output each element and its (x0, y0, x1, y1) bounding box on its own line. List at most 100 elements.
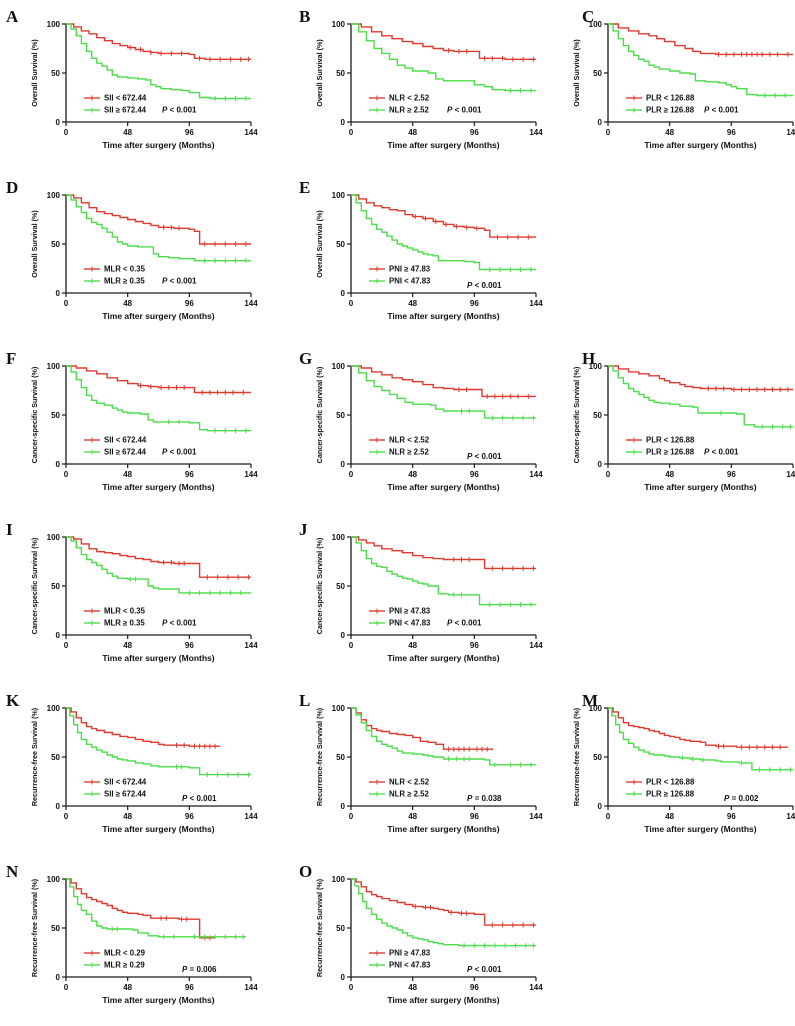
legend-label: PNI < 47.83 (389, 961, 431, 970)
green-curve (351, 878, 536, 947)
legend-label: SII < 672.44 (104, 94, 147, 103)
y-axis-label: Overall Survival (%) (572, 39, 581, 107)
km-panel: G 0 50 100 0 48 96 144 Time after surgery (Mont… (265, 342, 543, 513)
x-axis-label: Time after surgery (Months) (102, 995, 214, 1005)
y-tick-label: 100 (332, 362, 346, 371)
green-curve (66, 23, 251, 100)
x-tick-label: 48 (123, 983, 132, 992)
survival-chart: 0 50 100 0 48 96 144 Time after surgery (Months… (315, 20, 543, 150)
y-tick-label: 100 (589, 704, 603, 713)
legend-label: PLR < 126.88 (646, 94, 695, 103)
p-value: P < 0.001 (447, 619, 482, 628)
y-tick-label: 50 (336, 582, 345, 591)
y-axis-label: Cancer-specific Survival (%) (30, 366, 39, 463)
km-panel: I 0 50 100 0 48 96 144 Time after surgery (Mont… (0, 513, 265, 684)
x-tick-label: 48 (665, 812, 674, 821)
green-curve (608, 23, 793, 97)
x-tick-label: 48 (123, 812, 132, 821)
y-tick-label: 100 (332, 20, 346, 29)
y-tick-label: 100 (47, 875, 61, 884)
survival-chart: 0 50 100 0 48 96 144 Time after surgery (Months… (315, 191, 543, 321)
x-tick-label: 96 (727, 128, 736, 137)
red-curve (351, 23, 536, 60)
legend-label: MLR < 0.35 (104, 607, 146, 616)
legend-label: MLR ≥ 0.35 (104, 619, 145, 628)
x-tick-label: 96 (470, 812, 479, 821)
km-panel: H 0 50 100 0 48 96 144 Time after surgery (Mont… (530, 342, 795, 513)
x-tick-label: 0 (606, 812, 611, 821)
panel-letter: K (6, 691, 20, 710)
x-tick-label: 48 (123, 641, 132, 650)
y-tick-label: 100 (589, 362, 603, 371)
x-tick-label: 0 (349, 299, 354, 308)
axis-line (65, 24, 251, 123)
y-tick-label: 50 (336, 240, 345, 249)
x-tick-label: 0 (64, 128, 69, 137)
y-tick-label: 0 (598, 802, 603, 811)
x-tick-label: 144 (244, 641, 258, 650)
p-value: P = 0.006 (182, 965, 217, 974)
p-value: P < 0.001 (704, 106, 739, 115)
y-tick-label: 100 (332, 875, 346, 884)
y-axis-label: Recurrence-free Survival (%) (30, 707, 39, 806)
legend-label: NLR < 2.52 (389, 94, 430, 103)
legend-label: NLR ≥ 2.52 (389, 448, 429, 457)
y-tick-label: 50 (51, 411, 60, 420)
y-tick-label: 0 (341, 118, 346, 127)
y-tick-label: 100 (589, 20, 603, 29)
x-axis-label: Time after surgery (Months) (102, 311, 214, 321)
x-tick-label: 96 (185, 128, 194, 137)
x-tick-label: 96 (185, 812, 194, 821)
p-value: P < 0.001 (162, 106, 197, 115)
green-curve (66, 194, 251, 262)
green-curve (66, 365, 251, 432)
p-value: P < 0.001 (162, 448, 197, 457)
x-tick-label: 48 (408, 812, 417, 821)
x-tick-label: 48 (408, 470, 417, 479)
legend-label: PNI < 47.83 (389, 277, 431, 286)
y-tick-label: 50 (51, 582, 60, 591)
y-tick-label: 100 (332, 704, 346, 713)
y-tick-label: 0 (341, 289, 346, 298)
x-tick-label: 96 (185, 983, 194, 992)
y-axis-label: Recurrence-free Survival (%) (30, 878, 39, 977)
x-tick-label: 96 (727, 470, 736, 479)
x-tick-label: 144 (786, 812, 795, 821)
red-curve (608, 23, 793, 56)
y-tick-label: 0 (341, 973, 346, 982)
legend-label: PNI ≥ 47.83 (389, 265, 431, 274)
y-axis-label: Recurrence-free Survival (%) (315, 878, 324, 977)
x-axis-label: Time after surgery (Months) (102, 140, 214, 150)
y-tick-label: 100 (47, 362, 61, 371)
survival-chart: 0 50 100 0 48 96 144 Time after surgery (Months… (30, 191, 258, 321)
y-axis-label: Recurrence-free Survival (%) (572, 707, 581, 806)
y-axis-label: Overall Survival (%) (30, 39, 39, 107)
x-tick-label: 0 (606, 128, 611, 137)
x-tick-label: 0 (64, 299, 69, 308)
red-curve (66, 878, 215, 939)
y-tick-label: 50 (51, 69, 60, 78)
legend-label: SII ≥ 672.44 (104, 448, 147, 457)
p-value: P < 0.001 (467, 452, 502, 461)
x-axis-label: Time after surgery (Months) (644, 824, 756, 834)
survival-chart: 0 50 100 0 48 96 144 Time after surgery (Months… (315, 875, 543, 1005)
x-tick-label: 144 (529, 470, 543, 479)
panel-letter: E (299, 178, 311, 197)
y-tick-label: 50 (593, 69, 602, 78)
red-curve (66, 365, 251, 394)
km-panel: E 0 50 100 0 48 96 144 Time after surgery (Mont… (265, 171, 543, 342)
survival-chart: 0 50 100 0 48 96 144 Time after surgery (Months… (572, 20, 795, 150)
x-axis-label: Time after surgery (Months) (644, 482, 756, 492)
y-axis-label: Cancer-specific Survival (%) (30, 537, 39, 634)
km-panel: A 0 50 100 0 48 96 144 Time after surgery (Mont… (0, 0, 265, 171)
km-panel: F 0 50 100 0 48 96 144 Time after surgery (Mont… (0, 342, 265, 513)
x-axis-label: Time after surgery (Months) (387, 824, 499, 834)
x-axis-label: Time after surgery (Months) (102, 653, 214, 663)
x-tick-label: 0 (64, 983, 69, 992)
y-tick-label: 100 (47, 533, 61, 542)
legend-label: PNI ≥ 47.83 (389, 607, 431, 616)
p-value: P < 0.001 (467, 965, 502, 974)
x-tick-label: 48 (665, 128, 674, 137)
x-tick-label: 0 (606, 470, 611, 479)
